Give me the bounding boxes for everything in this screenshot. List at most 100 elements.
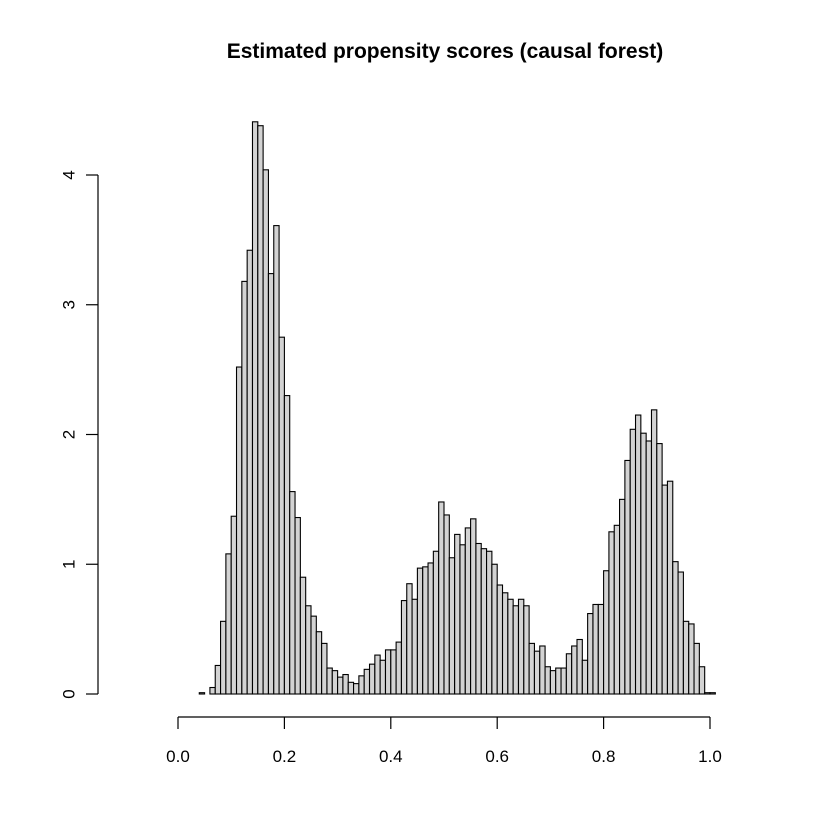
histogram-bar [666, 480, 674, 695]
histogram-bar [251, 121, 259, 695]
y-tick-label: 2 [59, 430, 78, 439]
histogram-bar [448, 557, 456, 695]
histogram-bar [682, 620, 690, 695]
histogram-bar [363, 668, 371, 695]
x-tick-label: 0.8 [592, 747, 616, 766]
histogram-bar [592, 603, 599, 695]
y-tick-label: 0 [59, 689, 78, 698]
histogram-bar [491, 563, 498, 695]
histogram-bar [507, 598, 514, 695]
chart-title: Estimated propensity scores (causal fore… [227, 40, 663, 63]
y-axis: 0 1 2 3 4 [59, 170, 99, 699]
histogram-bar [544, 666, 551, 695]
histogram-bar [565, 653, 573, 695]
histogram-bar [220, 620, 227, 695]
histogram-bar [464, 527, 472, 695]
histogram-bar [576, 638, 583, 695]
x-axis: 0.0 0.2 0.4 0.6 0.8 1.0 [166, 716, 722, 766]
histogram-bar [581, 659, 589, 695]
histogram-bar [273, 225, 280, 695]
histogram-bar [315, 631, 323, 695]
histogram-bar [693, 642, 700, 695]
histogram-bar [294, 516, 301, 695]
histogram-bar [704, 692, 711, 695]
histogram-bar [560, 667, 567, 695]
histogram-bar [613, 524, 621, 695]
histogram-bar [677, 571, 684, 695]
histogram-bar [198, 692, 206, 695]
histogram-bar [533, 650, 541, 695]
histogram-bar [406, 583, 413, 695]
histogram-bar [267, 273, 275, 695]
histogram-bar [634, 414, 642, 695]
histogram-bar [326, 667, 333, 695]
histogram-bar [299, 576, 307, 695]
histogram-bar [400, 600, 408, 695]
histogram-bar [347, 681, 355, 695]
histogram-bar [672, 561, 679, 695]
histogram-bar [209, 686, 216, 695]
histogram-bar [331, 670, 339, 695]
x-tick-label: 1.0 [698, 747, 722, 766]
histogram-bar [640, 432, 647, 695]
histogram-bar [241, 280, 248, 695]
histogram-bar [475, 542, 482, 695]
histogram-bar [384, 649, 392, 695]
histogram-bar [523, 605, 530, 695]
y-tick-label: 3 [59, 300, 78, 309]
histogram-bar [305, 605, 312, 695]
histogram-bar [512, 605, 520, 695]
histogram-bar [650, 409, 658, 695]
histogram-bar [629, 428, 637, 695]
histogram-bar [358, 675, 365, 695]
x-tick-label: 0.4 [379, 747, 403, 766]
histogram-bar [443, 514, 450, 695]
histogram-bar [246, 249, 254, 695]
histogram-bar [454, 533, 461, 695]
histogram-bar [379, 659, 387, 695]
histogram-bar [587, 613, 594, 695]
histogram-bar [438, 501, 445, 695]
histogram-bar [608, 531, 615, 695]
y-tick-label: 4 [59, 170, 78, 179]
histogram-bar [310, 615, 317, 695]
histogram-bar [501, 592, 509, 695]
histogram-bar [661, 484, 668, 695]
x-tick-label: 0.0 [166, 747, 190, 766]
histogram-bar [337, 676, 344, 695]
histogram-bar [368, 663, 376, 695]
histogram-bar [262, 169, 269, 695]
histogram-bar [289, 491, 296, 695]
x-tick-label: 0.2 [273, 747, 297, 766]
histogram-bar [555, 667, 562, 695]
histogram-bar [619, 498, 626, 695]
histogram-bar [230, 515, 238, 695]
histogram-bar [656, 443, 663, 695]
histogram-bar [283, 395, 291, 695]
histogram-bar [214, 664, 222, 695]
histogram-bars [198, 121, 716, 695]
histogram-bar [528, 642, 535, 695]
histogram-bar [549, 670, 557, 695]
histogram-bar [411, 598, 418, 695]
histogram-bar [225, 553, 232, 695]
histogram-bar [480, 548, 488, 695]
histogram-bar [597, 603, 605, 695]
histogram-bar [603, 570, 610, 695]
histogram-bar [353, 683, 360, 695]
histogram-bar [539, 645, 546, 695]
histogram-bar [321, 642, 328, 695]
histogram-bar [390, 649, 397, 695]
histogram-bar [645, 440, 653, 695]
histogram-bar [374, 654, 381, 695]
histogram-bar [517, 598, 525, 695]
histogram-bar [459, 544, 466, 695]
histogram-bar [432, 550, 440, 695]
histogram-bar [416, 567, 424, 695]
histogram-bar [278, 336, 285, 695]
histogram-bar [422, 566, 429, 695]
histogram-bar [342, 673, 349, 695]
histogram-bar [496, 584, 504, 695]
histogram-bar [688, 623, 695, 695]
